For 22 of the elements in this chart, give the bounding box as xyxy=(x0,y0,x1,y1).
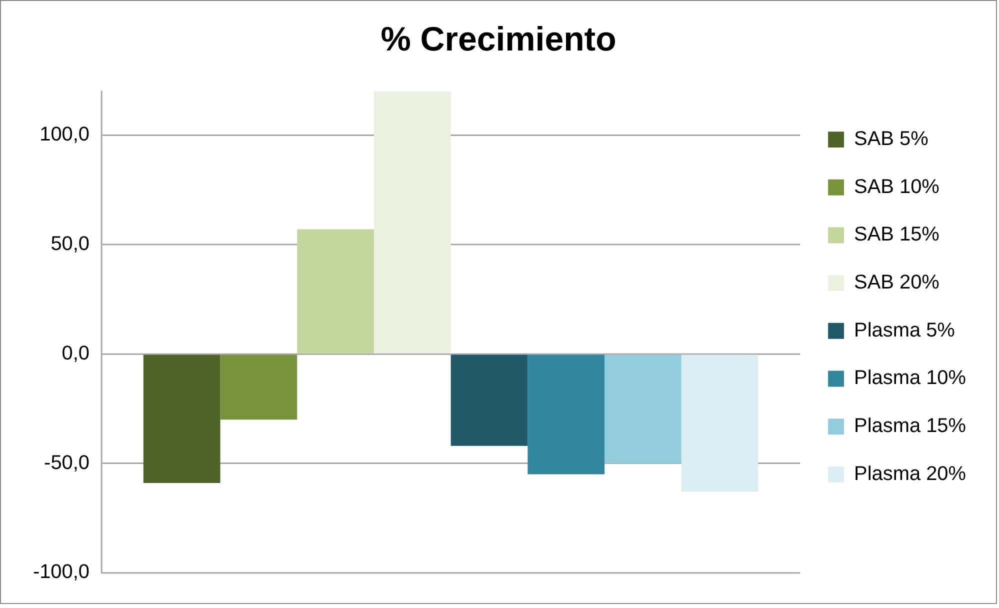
legend-label: Plasma 15% xyxy=(854,415,966,438)
legend-label: SAB 10% xyxy=(854,176,940,198)
legend-label: SAB 5% xyxy=(854,128,929,150)
bar xyxy=(220,354,298,420)
bar xyxy=(297,229,374,354)
legend-label: Plasma 5% xyxy=(854,319,956,342)
y-tick-label: -50,0 xyxy=(44,452,90,474)
legend-label: Plasma 10% xyxy=(854,367,966,390)
legend-label: SAB 20% xyxy=(854,272,940,294)
y-tick-label: -100,0 xyxy=(32,561,90,584)
bar xyxy=(528,354,605,474)
bar xyxy=(450,354,528,446)
bar xyxy=(374,92,451,354)
bar xyxy=(681,354,758,492)
y-tick-label: 0,0 xyxy=(62,342,90,364)
bar xyxy=(143,354,220,484)
chart-title: % Crecimiento xyxy=(380,20,616,59)
legend-label: SAB 15% xyxy=(854,224,940,246)
bar xyxy=(604,354,682,464)
y-tick-label: 50,0 xyxy=(50,233,90,256)
legend-label: Plasma 20% xyxy=(854,462,966,485)
y-tick-label: 100,0 xyxy=(40,124,90,146)
